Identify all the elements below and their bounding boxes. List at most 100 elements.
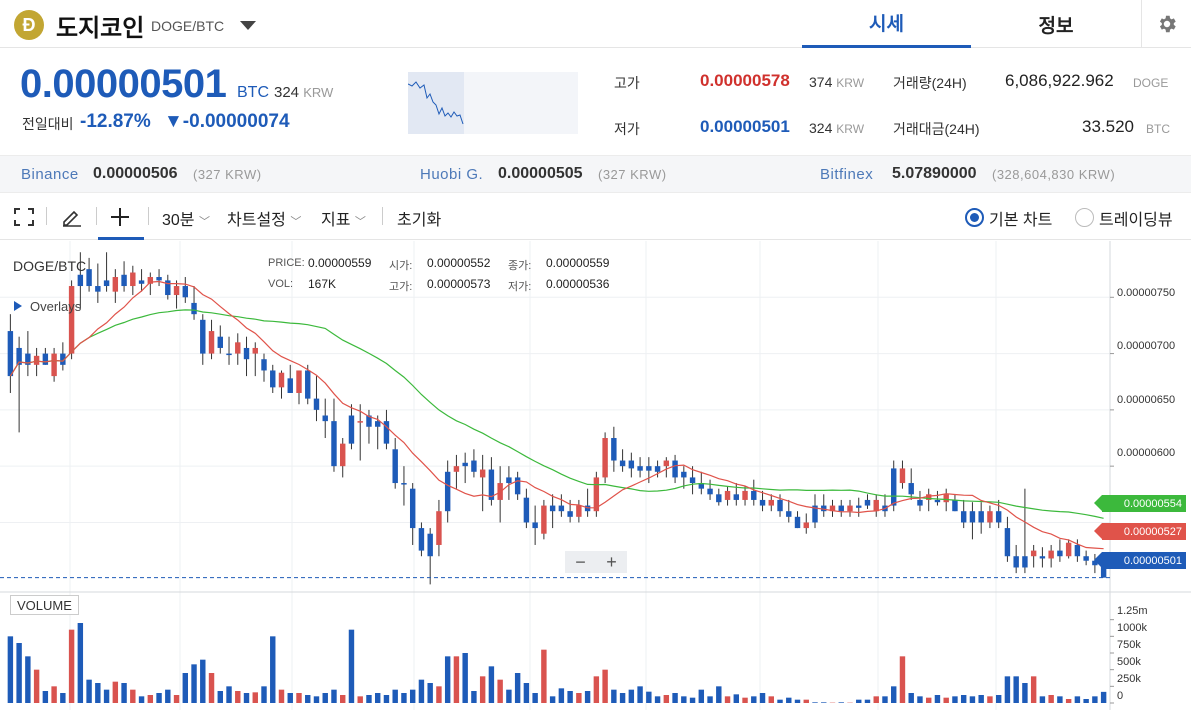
indicators-dropdown[interactable]: 지표 ﹀ (321, 206, 366, 230)
volume-bar (235, 691, 241, 703)
candle-body (77, 274, 84, 287)
exchange-huobi-name[interactable]: Huobi G. (420, 166, 484, 183)
candle-body (173, 286, 180, 296)
volume-bar (243, 693, 250, 703)
ohlc-low-value: 0.00000536 (546, 277, 610, 291)
volume-bar (60, 693, 66, 703)
candle-body (829, 505, 836, 512)
volume-bar (1030, 676, 1037, 703)
basic-chart-radio[interactable] (965, 208, 984, 227)
chevron-down-icon[interactable] (240, 21, 256, 30)
mini-chart-line (407, 72, 464, 134)
y-axis-tick: 0.00000750 (1117, 287, 1176, 299)
amount-24h-unit: BTC (1146, 120, 1170, 136)
candle-body (471, 460, 477, 472)
amount-24h-value: 33.520 (1082, 117, 1134, 136)
candle-body (952, 499, 958, 512)
play-arrow-icon (14, 301, 22, 311)
candle-body (226, 353, 232, 356)
zoom-out-button[interactable]: − (575, 551, 586, 572)
volume-bar (812, 702, 818, 703)
chart-settings-label: 차트설정 (227, 212, 286, 229)
exchange-binance-price: 0.00000506 (93, 165, 178, 182)
volume-bar (331, 689, 337, 703)
volume-bar (7, 636, 14, 703)
candle-body (663, 460, 670, 467)
candle-body (1022, 556, 1028, 568)
ohlc-close-label: 종가: (508, 260, 532, 272)
volume-bar (899, 656, 906, 703)
volume-bar (611, 689, 617, 703)
volume-bar (313, 696, 320, 703)
volume-bar (497, 679, 503, 703)
chart-settings-dropdown[interactable]: 차트설정 ﹀ (227, 206, 301, 230)
candle-body (803, 522, 809, 529)
candle-body (287, 378, 293, 393)
volume-bar (637, 686, 643, 703)
volume-bar (646, 691, 652, 703)
candle-body (514, 477, 521, 495)
coin-pair[interactable]: DOGE/BTC (151, 18, 225, 34)
volume-bar (95, 683, 101, 703)
volume-bar (418, 679, 425, 703)
candle-body (960, 511, 967, 523)
price-chart[interactable]: DOGE/BTC PRICE: 0.00000559 시가: 0.0000055… (0, 241, 1191, 710)
candle-body (777, 499, 783, 512)
candle-body (68, 286, 75, 354)
candle-body (278, 372, 285, 388)
settings-button[interactable] (1141, 0, 1191, 48)
volume-bar (925, 697, 932, 703)
coin-name[interactable]: 도지코인 (56, 15, 145, 42)
fullscreen-icon[interactable] (14, 208, 34, 226)
candle-body (602, 438, 608, 478)
volume-bar (987, 696, 993, 703)
candle-body (156, 277, 162, 281)
candle-body (95, 286, 101, 292)
volume-axis-tick: 500k (1117, 656, 1141, 668)
current-price: 0.00000501 (20, 62, 227, 106)
volume-bar (1004, 676, 1011, 703)
volume-bar (672, 693, 678, 703)
dogecoin-logo-icon: Ð (14, 10, 44, 40)
y-axis-tick: 0.00000650 (1117, 394, 1176, 406)
candle-body (1083, 556, 1089, 561)
volume-axis-tick: 0 (1117, 690, 1124, 702)
candle-body (252, 347, 258, 354)
moving-average-long-line (9, 309, 1104, 519)
volume-bar (261, 686, 267, 703)
zoom-in-button[interactable]: + (606, 551, 617, 572)
y-axis-tick: 0.00000600 (1117, 447, 1176, 459)
current-price-unit: BTC (237, 84, 269, 101)
tradingview-radio[interactable] (1075, 208, 1094, 227)
change-percent: -12.87% (80, 111, 151, 132)
volume-bar (514, 673, 521, 703)
tab-price[interactable]: 시세 (802, 0, 971, 48)
overlays-toggle[interactable]: Overlays (14, 299, 81, 314)
candle-body (549, 505, 556, 512)
candle-body (1057, 550, 1063, 557)
crosshair-icon[interactable] (110, 207, 130, 227)
candle-body (707, 488, 713, 495)
volume-24h-label: 거래량(24H) (893, 75, 967, 91)
candle-body (768, 499, 774, 506)
toolbar-divider (46, 207, 47, 225)
volume-bar (357, 696, 363, 703)
exchange-binance-name[interactable]: Binance (21, 166, 79, 183)
candle-body (296, 370, 302, 393)
volume-bar (444, 656, 451, 703)
tab-info[interactable]: 정보 (1038, 15, 1074, 37)
high-value: 0.00000578 (700, 71, 790, 90)
pencil-icon[interactable] (61, 207, 83, 227)
candle-body (1065, 542, 1072, 557)
tradingview-label[interactable]: 트레이딩뷰 (1099, 212, 1173, 229)
mini-price-chart (407, 72, 578, 134)
candle-body (121, 274, 127, 287)
candle-body (208, 331, 215, 354)
reset-button[interactable]: 초기화 (397, 212, 442, 229)
candle-body (313, 398, 320, 410)
interval-dropdown[interactable]: 30분 ﹀ (162, 206, 210, 230)
amount-unit: BTC (1146, 122, 1170, 136)
exchange-bitfinex-name[interactable]: Bitfinex (820, 166, 874, 183)
candlestick-chart-svg[interactable] (0, 241, 1191, 710)
basic-chart-label[interactable]: 기본 차트 (989, 212, 1053, 229)
